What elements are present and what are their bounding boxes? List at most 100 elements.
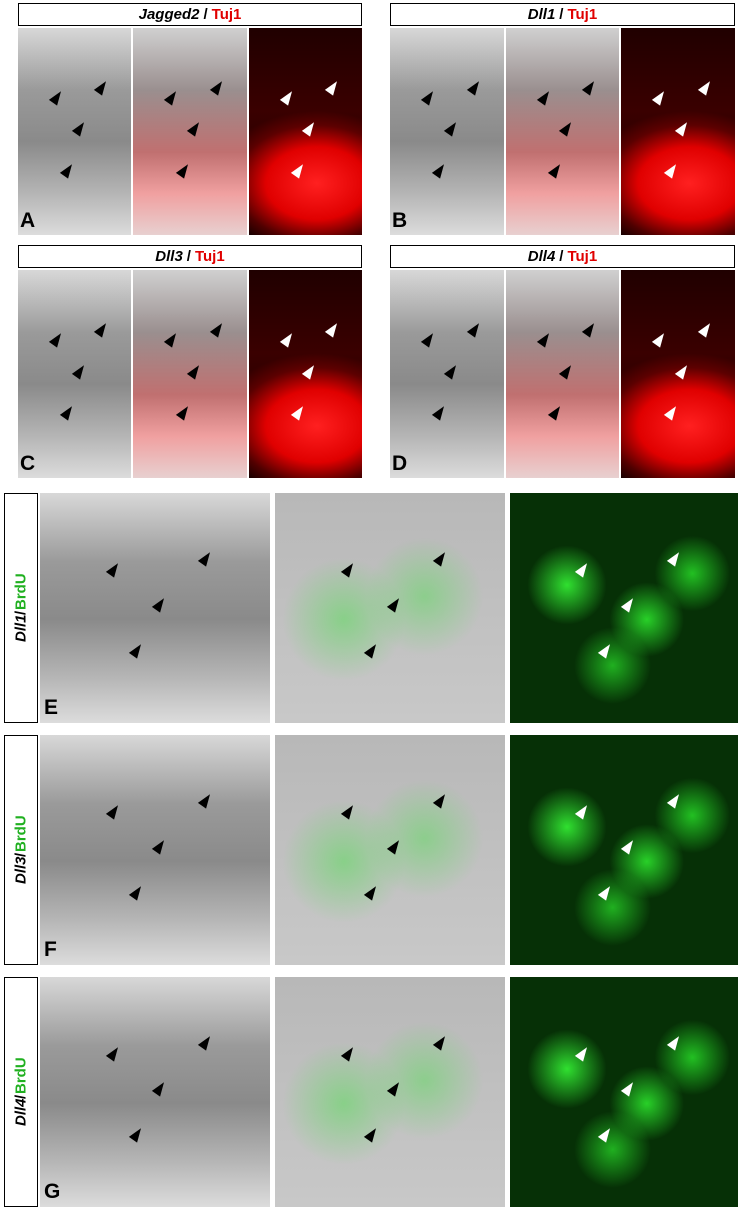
gene-name: Dll1	[527, 6, 556, 23]
gene-name: Dll4	[12, 1098, 30, 1127]
arrowhead	[559, 119, 576, 137]
arrowhead	[279, 88, 296, 106]
separator: /	[12, 610, 30, 615]
separator: /	[12, 852, 30, 857]
arrowhead	[340, 1044, 358, 1062]
arrowhead	[340, 802, 358, 820]
arrowhead	[209, 78, 226, 96]
arrowhead	[666, 790, 683, 809]
micrograph	[18, 28, 132, 235]
arrowhead	[432, 790, 450, 809]
separator: /	[12, 1094, 30, 1099]
arrowhead	[666, 548, 683, 567]
marker-name: BrdU	[12, 573, 30, 611]
micrograph	[390, 270, 504, 478]
arrowhead	[197, 548, 215, 567]
arrowhead	[443, 361, 460, 380]
arrowhead	[386, 836, 404, 855]
arrowhead	[675, 361, 692, 380]
arrowhead	[105, 560, 123, 578]
arrowhead	[575, 802, 592, 820]
arrowhead	[432, 1032, 450, 1051]
arrowhead	[663, 160, 680, 179]
arrowhead	[186, 361, 204, 380]
arrowhead	[71, 119, 88, 137]
panel-letter: E	[44, 696, 59, 719]
arrowhead	[697, 78, 715, 96]
micrograph	[248, 270, 362, 478]
arrowhead	[105, 1044, 123, 1062]
arrowhead	[582, 78, 599, 96]
marker-name: Tuj1	[194, 248, 225, 265]
gene-name: Jagged2	[138, 6, 200, 23]
panel-label: Dll1/BrdU	[4, 493, 38, 723]
arrowhead	[598, 640, 615, 659]
marker-name: Tuj1	[567, 248, 598, 265]
arrowhead	[363, 1124, 381, 1143]
arrowhead	[60, 403, 77, 421]
arrowhead	[575, 560, 592, 578]
arrowhead	[279, 330, 296, 348]
arrowhead	[324, 78, 342, 96]
arrowhead	[432, 548, 450, 567]
arrowhead	[663, 403, 680, 421]
micrograph	[248, 28, 362, 235]
arrowhead	[197, 790, 215, 809]
panel-label: Jagged2/Tuj1	[18, 3, 362, 26]
arrowhead	[94, 320, 111, 338]
arrowhead	[582, 320, 599, 338]
arrowhead	[290, 403, 308, 421]
arrowhead	[164, 330, 181, 348]
gene-name: Dll3	[12, 856, 30, 885]
arrowhead	[652, 330, 669, 348]
separator: /	[559, 248, 564, 265]
arrowhead	[598, 1124, 615, 1143]
arrowhead	[151, 836, 169, 855]
micrograph	[510, 735, 738, 965]
arrowhead	[186, 119, 204, 137]
arrowhead	[128, 640, 146, 659]
gene-name: Dll1	[12, 614, 30, 643]
micrograph	[275, 735, 505, 965]
arrowhead	[575, 1044, 592, 1062]
panel-letter: B	[392, 209, 408, 232]
arrowhead	[547, 403, 565, 421]
micrograph	[133, 270, 247, 478]
micrograph	[510, 493, 738, 723]
micrograph	[133, 28, 247, 235]
separator: /	[203, 6, 208, 23]
arrowhead	[386, 1078, 404, 1097]
panel-label: Dll1/Tuj1	[390, 3, 735, 26]
arrowhead	[443, 119, 460, 137]
arrowhead	[697, 320, 715, 338]
arrowhead	[598, 882, 615, 901]
panel-letter: D	[392, 452, 408, 475]
micrograph	[505, 270, 620, 478]
arrowhead	[675, 119, 692, 137]
marker-name: BrdU	[12, 815, 30, 853]
arrowhead	[363, 882, 381, 901]
arrowhead	[128, 882, 146, 901]
panel-letter: C	[20, 452, 36, 475]
arrowhead	[302, 361, 319, 380]
arrowhead	[151, 594, 169, 613]
micrograph	[18, 270, 132, 478]
arrowhead	[340, 560, 358, 578]
panel-label: Dll4/Tuj1	[390, 245, 735, 268]
micrograph	[275, 493, 505, 723]
arrowhead	[60, 160, 77, 179]
marker-name: BrdU	[12, 1057, 30, 1095]
micrograph	[621, 28, 735, 235]
panel-letter: F	[44, 938, 57, 961]
arrowhead	[386, 594, 404, 613]
arrowhead	[420, 330, 438, 348]
arrowhead	[620, 836, 638, 855]
marker-name: Tuj1	[211, 6, 242, 23]
arrowhead	[620, 1078, 638, 1097]
arrowhead	[536, 88, 553, 106]
arrowhead	[420, 88, 438, 106]
arrowhead	[151, 1078, 169, 1097]
micrograph	[40, 493, 270, 723]
arrowhead	[363, 640, 381, 659]
panel-letter: A	[20, 209, 36, 232]
